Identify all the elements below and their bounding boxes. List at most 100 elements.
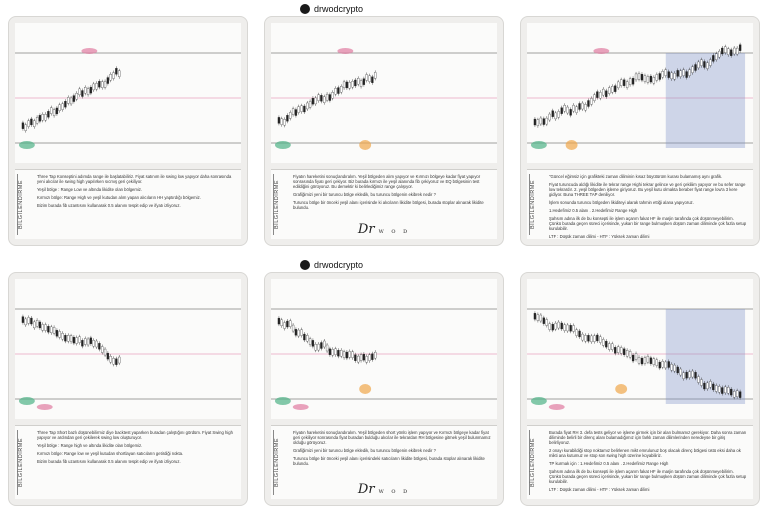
candle-body	[712, 383, 715, 391]
candle-body	[308, 338, 312, 345]
candle-body	[602, 339, 605, 346]
candle-body	[286, 320, 289, 328]
candle-body	[365, 356, 368, 363]
candle-body	[685, 371, 688, 379]
candle-body	[58, 331, 61, 338]
candle-body	[575, 106, 578, 113]
candle-body	[551, 110, 554, 117]
candle-body	[590, 335, 593, 343]
candle-body	[587, 100, 590, 107]
candle-body	[551, 323, 554, 331]
candle-body	[277, 117, 281, 124]
handle-header-bottom: drwodcrypto	[300, 258, 470, 272]
explanation-lines: Fiyatın hareketini sonuçlandıralım. Yeşi…	[293, 430, 491, 495]
candle-body	[291, 108, 295, 115]
candle-body	[667, 361, 670, 368]
candle-body	[354, 79, 357, 87]
candle-body	[106, 352, 110, 360]
explanation-line: Three Tap Short bazlı düşünebilirmiz diy…	[37, 430, 233, 440]
candle-body	[709, 381, 712, 388]
candle-body	[21, 316, 25, 323]
candle-body	[297, 329, 300, 337]
candle-body	[670, 72, 673, 80]
explanation-line: "Güncel eğimsiz için grafikteki zaman di…	[549, 174, 723, 179]
explanation-line: Grafiğimizi yeni bir turuncu bölge ekled…	[293, 192, 436, 197]
explanation-line: Bizim burada fib uzantısını kullanarak 0…	[37, 459, 181, 464]
candle-body	[536, 119, 540, 126]
candle-body	[362, 78, 366, 85]
candle-body	[617, 346, 620, 353]
candle-body	[706, 382, 709, 390]
candle-body	[590, 98, 593, 105]
candle-body	[300, 329, 303, 336]
candle-body	[103, 81, 107, 88]
candle-body	[533, 313, 537, 320]
slide-card-6: BİLGİLENDİRME Burada fiyat RH 3. defa tes…	[520, 272, 760, 506]
candle-body	[599, 336, 602, 343]
candle-body	[95, 83, 98, 90]
candle-body	[593, 94, 596, 101]
candle-body	[572, 104, 575, 112]
explanation-line: Kırmızı bölge: Range High ve yeşil kutud…	[37, 195, 201, 200]
candle-body	[308, 101, 312, 108]
candle-body	[631, 78, 635, 85]
candle-body	[572, 325, 575, 332]
candle-body	[52, 327, 56, 334]
candle-body	[655, 74, 658, 81]
candle-body	[55, 330, 59, 337]
candle-body	[634, 73, 638, 81]
candle-body	[605, 90, 608, 97]
orange-zone	[615, 384, 628, 394]
candle-body	[691, 66, 694, 73]
green-zone	[18, 141, 35, 149]
candle-body	[283, 119, 286, 126]
candle-body	[640, 357, 644, 365]
explanation-line: Kırmızı bölge: Range low ve yeşil kutuda…	[37, 451, 184, 456]
candle-body	[557, 111, 560, 118]
candle-body	[539, 314, 543, 322]
candle-body	[280, 319, 283, 327]
candle-body	[602, 88, 605, 96]
price-chart	[15, 23, 241, 163]
candle-body	[69, 335, 73, 342]
candle-body	[649, 357, 653, 364]
candle-body	[21, 122, 25, 129]
candle-body	[334, 88, 337, 95]
candle-body	[72, 336, 76, 344]
candle-body	[569, 325, 572, 332]
candle-body	[38, 115, 42, 122]
candle-body	[655, 359, 658, 366]
brand-logo: Dr W O D	[358, 482, 410, 497]
slide-card-4: BİLGİLENDİRME Three Tap Short bazlı düşün…	[8, 272, 248, 506]
candle-body	[670, 364, 673, 371]
candle-body	[730, 388, 733, 396]
candle-body	[323, 96, 326, 103]
explanation-line: Fiyat turuncuda aldığı likidite ile tekr…	[549, 182, 746, 197]
candle-body	[81, 90, 84, 97]
side-label: BİLGİLENDİRME	[529, 430, 542, 495]
brand-main: Dr	[357, 482, 375, 497]
pink-zone	[548, 404, 565, 410]
pink-zone	[593, 48, 610, 54]
slide-card-5: BİLGİLENDİRME Fiyatın hareketini sonuçlan…	[264, 272, 504, 506]
candle-body	[542, 317, 545, 324]
brand-logo: Dr W O D	[358, 222, 410, 237]
candle-body	[736, 390, 739, 397]
candle-body	[539, 117, 543, 125]
candle-body	[661, 71, 664, 78]
explanation-box: BİLGİLENDİRME Fiyatın hareketini sonuçlan…	[271, 425, 497, 499]
green-zone	[530, 397, 547, 405]
candle-body	[593, 335, 596, 342]
candle-body	[581, 102, 584, 110]
orange-zone	[359, 140, 372, 150]
candle-body	[533, 118, 537, 126]
candle-body	[738, 391, 742, 398]
explanation-lines: Three Tap Short bazlı düşünebilirmiz diy…	[37, 430, 235, 495]
candle-body	[300, 105, 303, 112]
candle-body	[61, 333, 64, 340]
candle-body	[109, 74, 112, 81]
candle-body	[357, 78, 360, 85]
candle-body	[614, 85, 617, 92]
candle-body	[578, 330, 581, 338]
candle-body	[646, 76, 650, 83]
